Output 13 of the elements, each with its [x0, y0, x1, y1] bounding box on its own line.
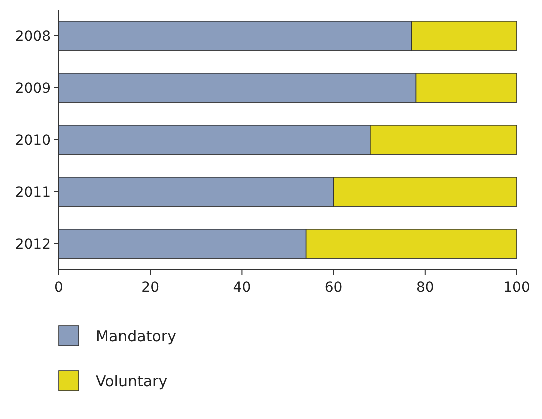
y-tick-label: 2009 — [15, 80, 51, 97]
legend-label: Mandatory — [96, 327, 177, 346]
y-tick-label: 2012 — [15, 236, 51, 253]
x-tick-label: 80 — [416, 280, 434, 296]
legend-label: Voluntary — [96, 372, 168, 390]
y-tick-label: 2008 — [15, 28, 51, 45]
x-tick-label: 40 — [233, 280, 252, 296]
y-tick-label: 2011 — [15, 184, 51, 201]
y-tick-label: 2010 — [15, 132, 51, 149]
x-tick-label: 0 — [54, 280, 64, 296]
x-tick-label: 20 — [142, 280, 160, 296]
x-tick-label: 60 — [324, 280, 343, 296]
x-tick-label: 100 — [504, 280, 530, 296]
